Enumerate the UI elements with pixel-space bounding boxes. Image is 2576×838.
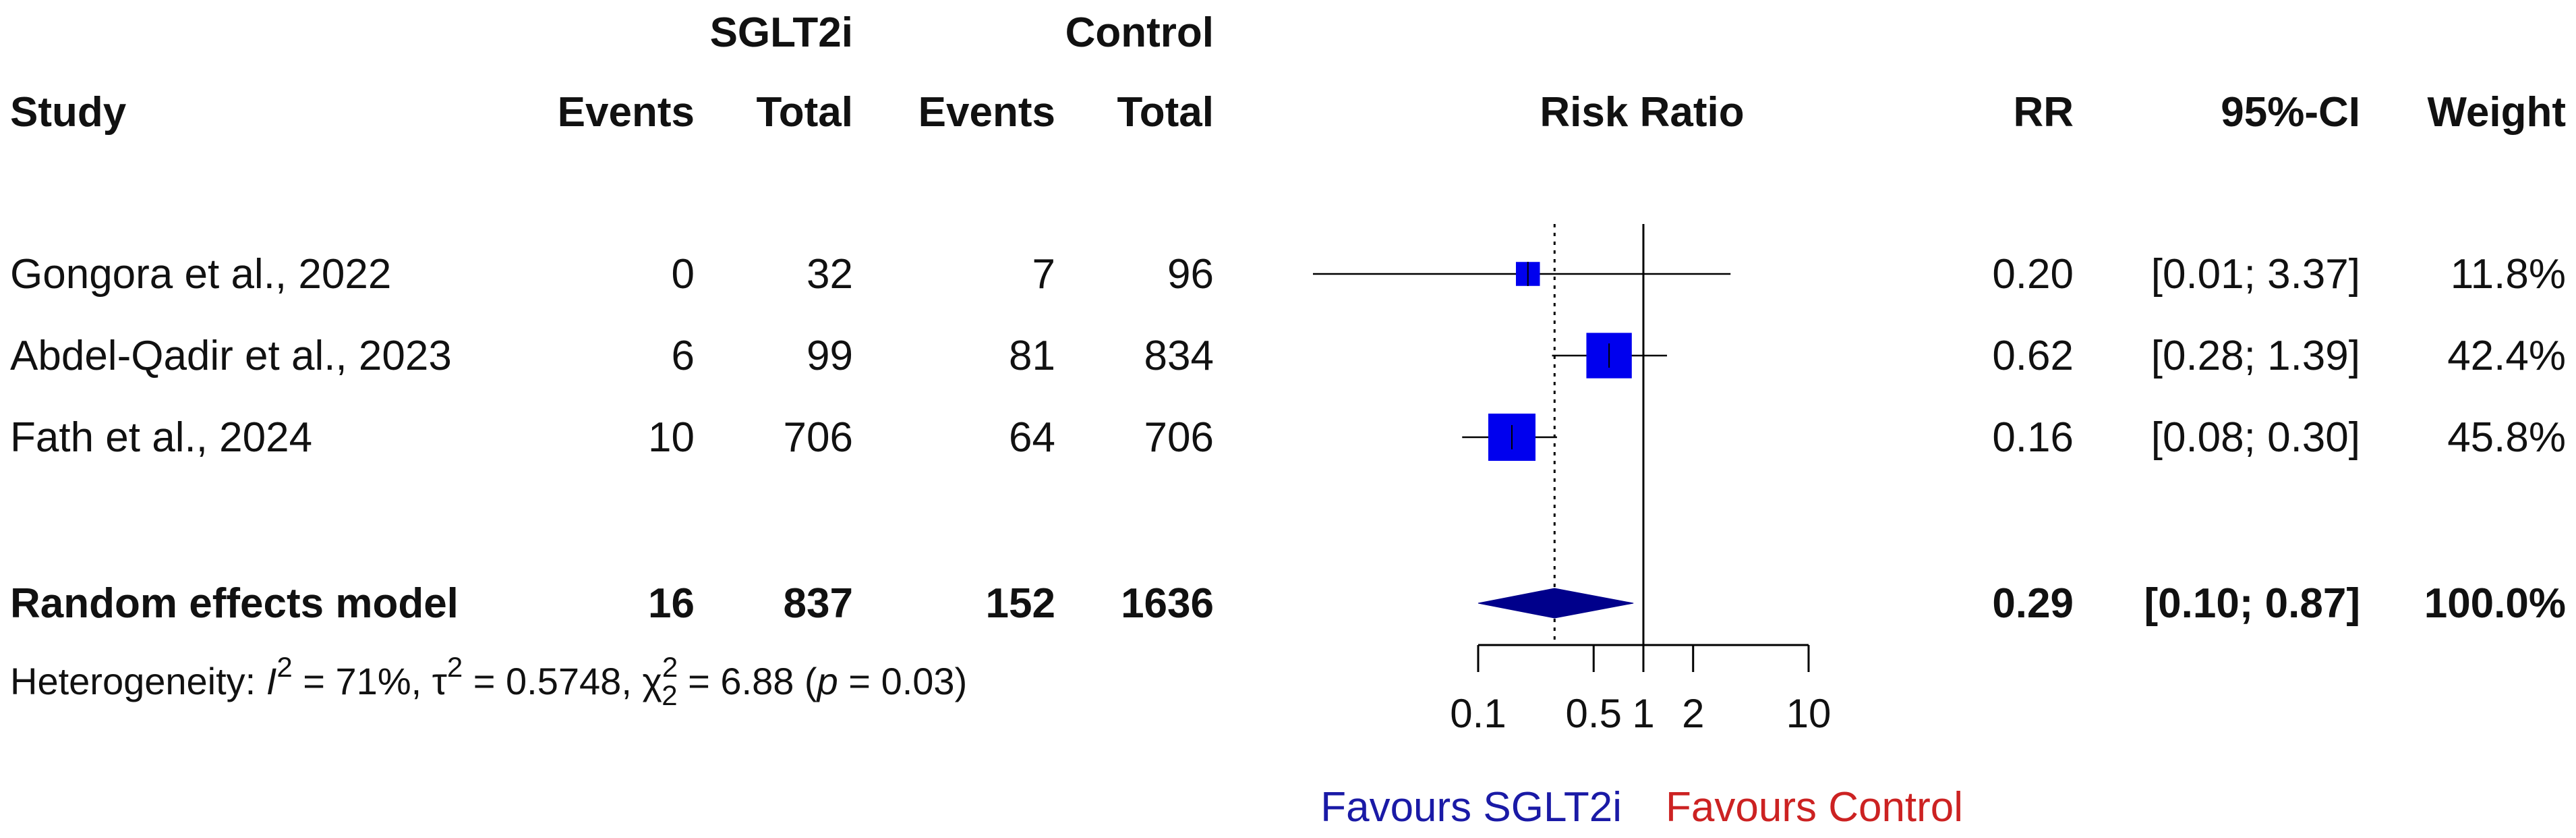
ci-value: [0.28; 1.39] <box>2150 333 2360 379</box>
chi-exponent: 2 <box>662 651 678 683</box>
column-header-total-control: Total <box>1117 89 1214 136</box>
column-header-study: Study <box>10 89 127 136</box>
x-axis-tick-label: 10 <box>1786 691 1832 736</box>
pooled-events-control: 152 <box>985 580 1055 627</box>
events-control: 64 <box>1009 414 1055 461</box>
rr-value: 0.16 <box>1992 414 2074 461</box>
weight-value: 45.8% <box>2447 414 2566 461</box>
total-control: 834 <box>1144 333 1214 379</box>
pooled-weight: 100.0% <box>2424 580 2566 627</box>
study-name: Abdel-Qadir et al., 2023 <box>10 333 452 379</box>
group-header-sglt2i: SGLT2i <box>709 9 853 56</box>
weight-value: 42.4% <box>2447 333 2566 379</box>
pooled-total-control: 1636 <box>1121 580 1214 627</box>
pooled-total-sglt2i: 837 <box>783 580 853 627</box>
column-header-total-sglt2i: Total <box>756 89 854 136</box>
study-name: Gongora et al., 2022 <box>10 251 392 298</box>
rr-value: 0.20 <box>1992 251 2074 298</box>
pooled-effect-diamond <box>1477 588 1634 619</box>
group-header-control: Control <box>1065 9 1214 56</box>
x-axis-tick-label: 1 <box>1632 691 1654 736</box>
total-sglt2i: 99 <box>807 333 853 379</box>
pooled-events-sglt2i: 16 <box>648 580 695 627</box>
i-squared-exponent: 2 <box>276 651 293 683</box>
chi-symbol: χ <box>642 660 662 702</box>
tau-value: = 0.5748, <box>463 660 643 702</box>
total-sglt2i: 706 <box>783 414 853 461</box>
p-value: = 0.03) <box>838 660 968 702</box>
events-control: 81 <box>1009 333 1055 379</box>
pooled-ci: [0.10; 0.87] <box>2144 580 2360 627</box>
ci-value: [0.01; 3.37] <box>2150 251 2360 298</box>
events-sglt2i: 0 <box>671 251 695 298</box>
pooled-rr: 0.29 <box>1992 580 2074 627</box>
total-control: 706 <box>1144 414 1214 461</box>
x-axis-tick-label: 0.5 <box>1566 691 1622 736</box>
x-axis-tick-label: 0.1 <box>1450 691 1506 736</box>
total-sglt2i: 32 <box>807 251 853 298</box>
column-header-weight: Weight <box>2427 89 2567 136</box>
column-header-rr: RR <box>2013 89 2074 136</box>
tau-symbol: τ <box>432 660 447 702</box>
chi-value: = 6.88 ( <box>677 660 817 702</box>
x-axis-tick-label: 2 <box>1682 691 1704 736</box>
heterogeneity-text: Heterogeneity: I2 = 71%, τ2 = 0.5748, χ2… <box>10 653 968 710</box>
total-control: 96 <box>1167 251 1214 298</box>
i-squared-value: = 71%, <box>292 660 432 702</box>
tau-exponent: 2 <box>446 651 463 683</box>
ci-value: [0.08; 0.30] <box>2150 414 2360 461</box>
heterogeneity-prefix: Heterogeneity: <box>10 660 266 702</box>
chi-df: 2 <box>662 679 678 711</box>
rr-value: 0.62 <box>1992 333 2074 379</box>
events-control: 7 <box>1032 251 1055 298</box>
favours-sglt2i-label: Favours SGLT2i <box>1320 784 1622 831</box>
column-header-events-sglt2i: Events <box>557 89 695 136</box>
pooled-name: Random effects model <box>10 580 459 627</box>
i-squared-symbol: I <box>266 660 277 702</box>
favours-control-label: Favours Control <box>1666 784 1964 831</box>
events-sglt2i: 6 <box>671 333 695 379</box>
p-symbol: p <box>817 660 838 702</box>
column-header-risk-ratio: Risk Ratio <box>1540 89 1745 136</box>
study-name: Fath et al., 2024 <box>10 414 313 461</box>
column-header-ci: 95%-CI <box>2221 89 2360 136</box>
events-sglt2i: 10 <box>648 414 695 461</box>
weight-value: 11.8% <box>2450 251 2566 298</box>
column-header-events-control: Events <box>918 89 1055 136</box>
